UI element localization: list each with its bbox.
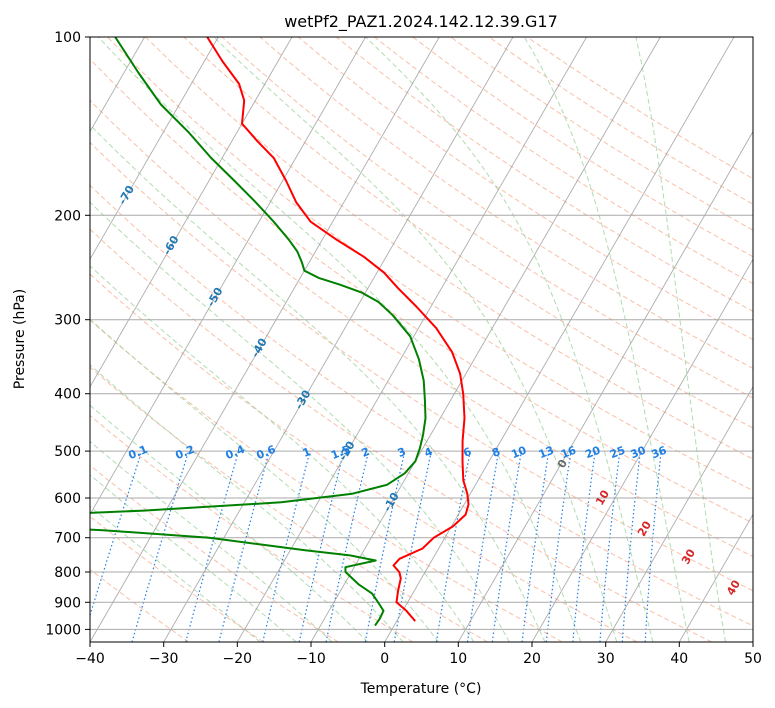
moist-adiabat (90, 505, 261, 642)
mixing-ratio-label: 2 (360, 445, 372, 460)
moist-adiabat (90, 265, 475, 642)
dry-adiabat (90, 58, 753, 524)
mixing-ratio-label: 3 (396, 445, 408, 460)
axes: −40 −30 −20 −10 0 10 20 30 40 50 100 200 300 400 500 60… (45, 30, 762, 667)
mixing-ratio-line (185, 450, 240, 642)
background-lines (90, 37, 753, 642)
y-tick-label: 600 (54, 491, 81, 507)
isotherm-line (90, 37, 293, 388)
y-tick-label: 300 (54, 313, 81, 329)
moist-adiabat (90, 124, 546, 642)
mixing-ratio-label: 25 (608, 444, 627, 462)
isotherm-line (90, 37, 366, 516)
isotherm-line (531, 258, 753, 642)
dewpoint-line (90, 37, 427, 627)
mixing-ratio-label: 30 (629, 443, 648, 461)
dry-adiabat (297, 37, 753, 341)
x-tick-label: 10 (449, 651, 467, 667)
dry-adiabat (90, 228, 712, 642)
mixing-ratio-label: 13 (537, 444, 556, 462)
mixing-ratio-line (545, 451, 572, 642)
y-tick-label: 400 (54, 387, 81, 403)
mixing-ratio-label: 20 (583, 443, 602, 461)
x-tick-label: −20 (223, 651, 253, 667)
mixing-ratio-line (572, 451, 596, 642)
dry-adiabat (107, 37, 753, 492)
moist-adiabat (635, 37, 727, 642)
temperature-line (206, 37, 470, 622)
moist-adiabat (523, 37, 690, 642)
dry-adiabat (90, 515, 264, 642)
dry-adiabat (90, 141, 753, 592)
x-tick-label: 50 (744, 651, 762, 667)
isotherm-line (90, 37, 440, 642)
dry-adiabat (90, 568, 190, 642)
y-tick-label: 100 (54, 30, 81, 46)
y-tick-label: 200 (54, 208, 81, 224)
y-tick-label: 800 (54, 565, 81, 581)
y-axis-label: Pressure (hPa) (12, 289, 28, 389)
mixing-ratio-line (599, 451, 621, 642)
mixing-ratio-line (218, 450, 270, 642)
isotherm-line (457, 130, 753, 642)
moist-adiabat (90, 474, 297, 642)
moist-adiabat (90, 404, 369, 642)
y-tick-label: 500 (54, 444, 81, 460)
mixing-ratio-line (644, 451, 662, 642)
mixing-ratio-line (325, 450, 370, 642)
x-tick-label: 40 (670, 651, 688, 667)
dry-adiabat (90, 273, 638, 642)
x-tick-label: 20 (523, 651, 541, 667)
mixing-ratio-line (466, 450, 500, 642)
mixing-ratio-label: 1 (301, 445, 313, 460)
isotherm-line (90, 37, 219, 261)
isotherm-line (605, 385, 753, 642)
mixing-ratio-line (131, 450, 190, 642)
moist-adiabat (90, 364, 404, 642)
x-tick-label: −40 (75, 651, 105, 667)
x-axis-label: Temperature (°C) (360, 681, 482, 697)
x-tick-label: 30 (597, 651, 615, 667)
isotherm-line (384, 37, 735, 642)
mixing-ratio-line (491, 450, 523, 642)
mixing-ratio-label: 36 (649, 443, 668, 461)
profile-lines (90, 37, 470, 627)
dry-adiabat (221, 37, 753, 399)
isotherm-line (310, 37, 661, 642)
moist-adiabat (365, 37, 654, 642)
mixing-ratio-label: 16 (559, 443, 578, 461)
x-tick-label: −30 (149, 651, 179, 667)
x-tick-label: 0 (380, 651, 389, 667)
mixing-ratio-label: 8 (490, 445, 502, 460)
y-tick-label: 700 (54, 531, 81, 547)
isotherm-line (678, 513, 753, 642)
x-tick-label: −10 (296, 651, 326, 667)
mixing-ratio-line (521, 451, 550, 642)
mixing-ratio-line (298, 450, 345, 642)
mixing-ratio-label: 10 (509, 443, 528, 461)
isotherm-line (163, 37, 514, 642)
plot-frame (89, 36, 754, 643)
mixing-ratio-line (262, 450, 311, 642)
dry-adiabat (90, 319, 563, 642)
dry-adiabat (90, 184, 753, 627)
dry-adiabat (90, 366, 488, 642)
y-tick-label: 1000 (45, 622, 81, 638)
moist-adiabat (90, 440, 333, 642)
y-tick-label: 900 (54, 595, 81, 611)
dry-adiabat (259, 37, 753, 369)
mixing-ratio-line (621, 451, 641, 642)
chart-title: wetPf2_PAZ1.2024.142.12.39.G17 (284, 12, 558, 32)
moist-adiabat (90, 201, 510, 642)
